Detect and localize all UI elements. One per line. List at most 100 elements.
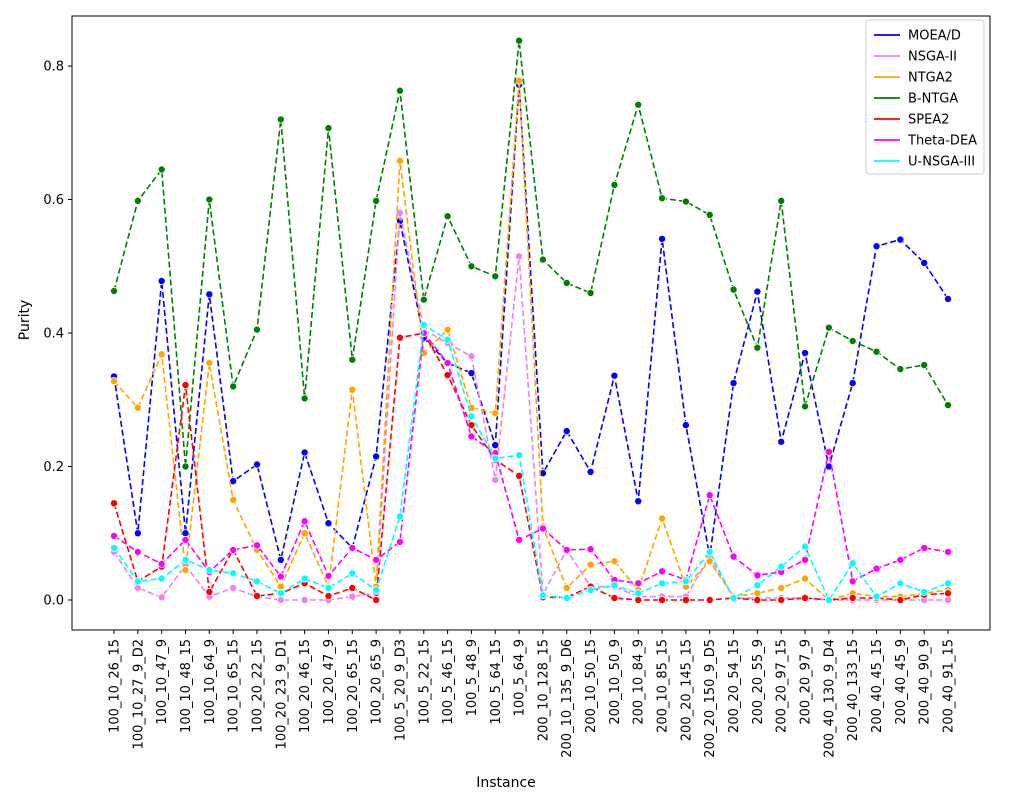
data-point [372, 585, 381, 594]
data-point [848, 577, 857, 586]
series-layer [110, 36, 953, 604]
y-tick-label: 0.6 [43, 193, 64, 208]
data-point [205, 359, 214, 368]
series-u-nsga-iii [110, 321, 953, 604]
y-tick-label: 0.8 [43, 60, 64, 75]
data-point [324, 124, 333, 133]
x-tick-label: 200_40_90_9 [918, 639, 933, 725]
axes-frame [71, 15, 991, 631]
data-point [729, 552, 738, 561]
legend-item: U-NSGA-III [874, 155, 975, 170]
legend-label: B-NTGA [908, 92, 958, 107]
data-point [753, 343, 762, 352]
data-point [872, 347, 881, 356]
data-point [705, 557, 714, 566]
legend-label: NSGA-II [908, 50, 957, 65]
data-point [586, 560, 595, 569]
x-tick-label: 200_20_55_9 [751, 639, 766, 725]
data-point [562, 583, 571, 592]
data-point [729, 379, 738, 388]
data-point [538, 591, 547, 600]
data-point [467, 262, 476, 271]
data-point [610, 180, 619, 189]
data-point [586, 585, 595, 594]
x-tick-label: 200_20_145_15 [679, 639, 694, 741]
data-point [777, 583, 786, 592]
x-tick-label: 100_5_46_15 [441, 639, 456, 725]
data-point [658, 234, 667, 243]
data-point [681, 577, 690, 586]
data-point [491, 475, 500, 484]
data-point [753, 571, 762, 580]
series-line [113, 84, 949, 561]
x-tick-label: 200_40_45_15 [870, 639, 885, 733]
series-line [113, 330, 949, 585]
data-point [753, 589, 762, 598]
data-point [133, 577, 142, 586]
data-point [229, 569, 238, 578]
data-point [133, 547, 142, 556]
data-point [705, 547, 714, 556]
data-point [324, 519, 333, 528]
x-tick-label: 100_5_48_9 [465, 639, 480, 716]
data-point [634, 100, 643, 109]
x-tick-label: 200_10_84_9 [632, 639, 647, 725]
data-point [920, 361, 929, 370]
data-point [753, 595, 762, 604]
data-point [348, 569, 357, 578]
legend-item: SPEA2 [874, 113, 949, 128]
data-point [634, 589, 643, 598]
data-point [443, 212, 452, 221]
data-point [681, 197, 690, 206]
data-point [419, 321, 428, 330]
data-point [681, 595, 690, 604]
data-point [205, 587, 214, 596]
data-point [658, 194, 667, 203]
legend-item: Theta-DEA [874, 134, 977, 149]
data-point [324, 583, 333, 592]
data-point [467, 421, 476, 430]
data-point [896, 595, 905, 604]
data-point [824, 447, 833, 456]
data-point [491, 409, 500, 418]
data-point [944, 401, 953, 410]
data-point [252, 591, 261, 600]
x-tick-label: 200_40_91_15 [942, 639, 957, 733]
data-point [467, 412, 476, 421]
data-point [348, 543, 357, 552]
data-point [562, 545, 571, 554]
data-point [753, 581, 762, 590]
legend: MOEA/D NSGA-II NTGA2 B-NTGA SPEA2 Theta-DEA U-… [865, 19, 985, 175]
data-point [872, 592, 881, 601]
legend-label: U-NSGA-III [908, 155, 975, 170]
series-line [113, 323, 949, 602]
data-point [515, 36, 524, 45]
data-point [777, 562, 786, 571]
legend-label: Theta-DEA [907, 134, 977, 149]
data-point [300, 517, 309, 526]
data-point [157, 574, 166, 583]
series-line [113, 80, 949, 601]
data-point [586, 467, 595, 476]
x-tick-label: 200_10_50_15 [584, 639, 599, 733]
data-point [372, 452, 381, 461]
data-point [181, 462, 190, 471]
data-point [276, 115, 285, 124]
data-point [443, 359, 452, 368]
x-tick-label: 100_10_27_9_D2 [131, 639, 146, 749]
data-point [944, 595, 953, 604]
data-point [944, 294, 953, 303]
data-point [658, 567, 667, 576]
data-point [110, 377, 119, 386]
data-point [538, 524, 547, 533]
data-point [133, 529, 142, 538]
data-point [157, 593, 166, 602]
legend-item: B-NTGA [874, 92, 958, 107]
data-point [252, 460, 261, 469]
data-point [229, 495, 238, 504]
data-point [896, 365, 905, 374]
data-point [586, 288, 595, 297]
data-point [824, 595, 833, 604]
data-point [515, 451, 524, 460]
